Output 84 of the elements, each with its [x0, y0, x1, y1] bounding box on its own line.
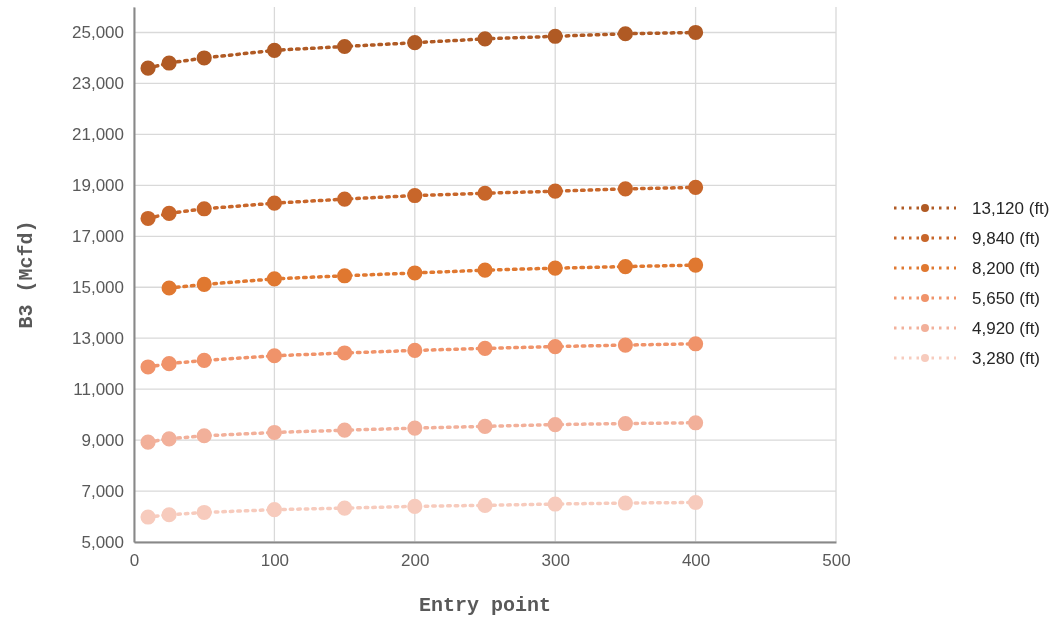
y-tick-label: 21,000: [72, 125, 124, 145]
x-tick-label: 0: [129, 551, 140, 571]
point: [337, 191, 353, 207]
point: [196, 276, 212, 292]
point: [337, 38, 353, 55]
legend-label: 8,200 (ft): [972, 259, 1041, 278]
point: [196, 504, 212, 520]
point: [140, 210, 156, 227]
x-axis-title: Entry point: [418, 594, 552, 617]
point: [196, 50, 212, 66]
point: [688, 24, 704, 41]
point: [407, 342, 423, 358]
point: [547, 339, 563, 355]
point: [266, 502, 282, 518]
x-tick-label: 500: [822, 551, 851, 571]
point: [617, 337, 633, 353]
point: [547, 183, 563, 199]
point: [266, 271, 282, 287]
point: [337, 500, 353, 516]
point: [477, 497, 493, 513]
point: [161, 431, 177, 447]
point: [196, 428, 212, 444]
point: [161, 205, 177, 221]
point: [547, 260, 563, 276]
point: [547, 28, 563, 44]
point: [140, 359, 156, 375]
point: [688, 494, 704, 511]
point: [161, 356, 177, 372]
y-tick-label: 9,000: [81, 431, 124, 451]
point: [688, 415, 704, 431]
point: [407, 498, 423, 514]
point: [161, 507, 177, 523]
point: [196, 201, 212, 217]
point: [688, 257, 704, 273]
point: [407, 265, 423, 281]
point: [407, 420, 423, 436]
y-axis-title: B3 (Mcfd): [15, 220, 38, 329]
point: [617, 259, 633, 275]
point: [140, 60, 156, 76]
legend-label: 13,120 (ft): [972, 199, 1050, 218]
point: [337, 345, 353, 361]
point: [547, 496, 563, 512]
y-tick-label: 13,000: [72, 329, 124, 349]
point: [688, 179, 704, 195]
point: [477, 185, 493, 201]
legend-label: 9,840 (ft): [972, 229, 1041, 248]
point: [161, 280, 177, 296]
point: [617, 415, 633, 432]
y-tick-label: 19,000: [72, 176, 124, 196]
point: [266, 195, 282, 211]
point: [140, 509, 156, 525]
point: [161, 55, 177, 71]
y-tick-label: 17,000: [72, 227, 124, 247]
legend-label: 4,920 (ft): [972, 319, 1041, 338]
y-tick-label: 15,000: [72, 278, 124, 298]
x-tick-label: 300: [541, 551, 570, 571]
y-tick-label: 7,000: [81, 481, 124, 501]
point: [266, 348, 282, 364]
point: [547, 417, 563, 433]
point: [688, 336, 704, 352]
point: [337, 422, 353, 438]
y-tick-label: 25,000: [72, 23, 124, 43]
point: [266, 424, 282, 441]
point: [140, 434, 156, 450]
point: [617, 26, 633, 42]
point: [617, 495, 633, 511]
y-tick-label: 23,000: [72, 74, 124, 94]
point: [477, 262, 493, 278]
point: [266, 42, 282, 58]
legend-label: 5,650 (ft): [972, 289, 1041, 308]
y-tick-label: 5,000: [81, 532, 124, 552]
point: [337, 268, 353, 284]
point: [407, 35, 423, 51]
point: [477, 340, 493, 356]
x-tick-label: 100: [260, 551, 290, 571]
point: [477, 31, 493, 47]
x-tick-label: 200: [401, 551, 430, 571]
point: [477, 418, 493, 434]
point: [617, 181, 633, 197]
point: [407, 187, 423, 204]
point: [196, 352, 212, 368]
y-tick-label: 11,000: [73, 380, 124, 400]
legend-label: 3,280 (ft): [972, 349, 1041, 368]
x-tick-label: 400: [681, 551, 711, 571]
